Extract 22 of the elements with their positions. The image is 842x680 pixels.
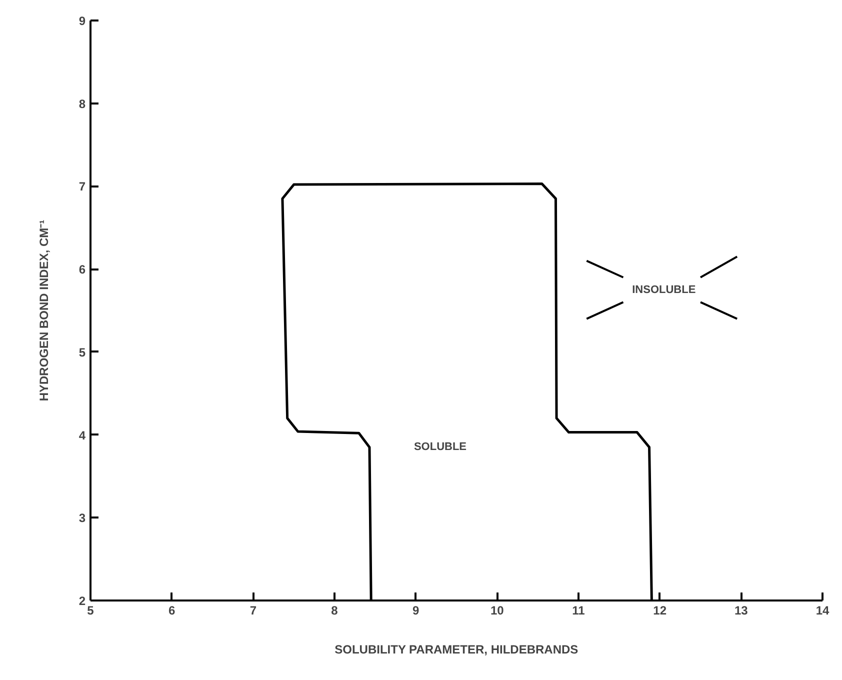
y-tick-label: 6 — [78, 262, 86, 277]
x-tick-label: 5 — [87, 604, 94, 618]
x-tick-label: 11 — [572, 604, 586, 618]
x-tick-label: 8 — [331, 604, 338, 618]
x-tick-label: 10 — [490, 604, 504, 618]
y-tick-label: 4 — [78, 428, 86, 442]
x-tick-label: 6 — [168, 604, 176, 618]
annotation: INSOLUBLE — [632, 284, 696, 296]
x-tick-label: 13 — [734, 604, 748, 618]
y-tick-label: 3 — [78, 511, 86, 526]
y-tick-label: 5 — [78, 345, 86, 360]
x-tick-label: 12 — [653, 604, 667, 618]
y-tick-label: 7 — [78, 180, 86, 194]
x-axis-title: SOLUBILITY PARAMETER, HILDEBRANDS — [334, 642, 578, 656]
y-axis-title: HYDROGEN BOND INDEX, CM⁻¹ — [36, 220, 51, 402]
y-tick-label: 9 — [78, 14, 86, 28]
y-tick-label: 2 — [78, 594, 86, 608]
x-tick-label: 7 — [250, 604, 257, 618]
x-tick-label: 9 — [412, 604, 420, 618]
annotation: SOLUBLE — [414, 441, 467, 454]
y-tick-label: 8 — [78, 96, 86, 111]
x-tick-label: 14 — [816, 604, 830, 618]
